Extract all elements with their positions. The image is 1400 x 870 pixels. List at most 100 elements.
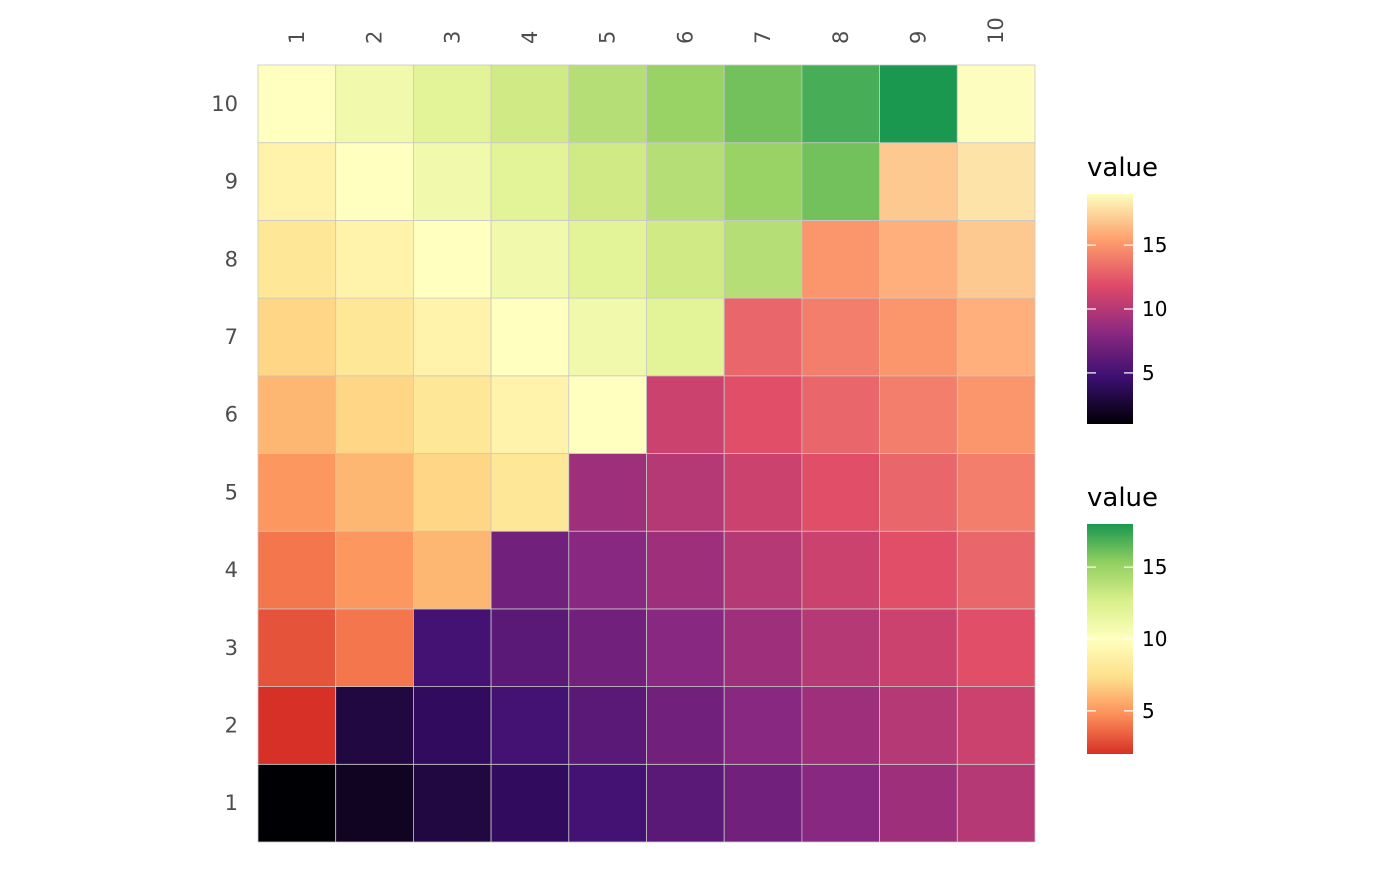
heatmap-cell-x2-y7 xyxy=(335,297,414,377)
legend-label-5: 5 xyxy=(1142,699,1155,723)
heatmap-cell-x4-y4 xyxy=(490,530,570,610)
heatmap-cell-x9-y4 xyxy=(879,530,958,610)
heatmap-cell-x8-y4 xyxy=(801,530,881,610)
heatmap-cell-x6-y8 xyxy=(646,219,725,299)
heatmap-cell-x6-y1 xyxy=(646,763,725,843)
heatmap-cell-x6-y9 xyxy=(646,142,725,221)
heatmap-cell-x1-y2 xyxy=(257,686,337,765)
heatmap-cell-x7-y5 xyxy=(723,453,803,532)
x-tick-label-3: 3 xyxy=(440,31,464,44)
x-tick-label-5: 5 xyxy=(596,31,620,44)
y-tick-label-8: 8 xyxy=(225,247,238,271)
heatmap-cell-x8-y6 xyxy=(801,375,881,454)
heatmap-cell-x1-y3 xyxy=(257,608,337,688)
y-tick-label-10: 10 xyxy=(211,92,238,116)
heatmap-cell-x9-y6 xyxy=(879,375,958,454)
y-tick-label-3: 3 xyxy=(225,636,238,660)
heatmap-cell-x9-y2 xyxy=(879,686,958,765)
y-tick-label-5: 5 xyxy=(225,480,238,504)
heatmap-cell-x5-y3 xyxy=(568,608,647,688)
heatmap-cell-x1-y6 xyxy=(257,375,337,454)
heatmap-cell-x1-y5 xyxy=(257,453,337,532)
x-tick-label-1: 1 xyxy=(285,31,309,44)
heatmap-cell-x2-y8 xyxy=(335,219,414,299)
heatmap-cell-x9-y3 xyxy=(879,608,958,688)
heatmap-cell-x3-y6 xyxy=(412,375,492,454)
heatmap-cell-x7-y9 xyxy=(723,142,803,221)
heatmap-cell-x10-y6 xyxy=(956,375,1036,454)
heatmap-cell-x7-y6 xyxy=(723,375,803,454)
heatmap-cell-x5-y5 xyxy=(568,453,647,532)
heatmap-cell-x9-y8 xyxy=(879,219,958,299)
heatmap-cell-x5-y10 xyxy=(568,64,647,144)
heatmap-cell-x1-y7 xyxy=(257,297,337,377)
heatmap-cell-x2-y5 xyxy=(335,453,414,532)
heatmap-cell-x1-y9 xyxy=(257,142,337,221)
heatmap-cell-x4-y9 xyxy=(490,142,570,221)
x-tick-label-9: 9 xyxy=(906,31,930,44)
heatmap-cell-x10-y5 xyxy=(956,453,1036,532)
heatmap-cell-x2-y2 xyxy=(335,686,414,765)
heatmap-cell-x4-y5 xyxy=(490,453,570,532)
legend-label-10: 10 xyxy=(1142,297,1167,321)
x-tick-label-7: 7 xyxy=(751,31,775,44)
heatmap-cell-x4-y2 xyxy=(490,686,570,765)
heatmap-cell-x5-y2 xyxy=(568,686,647,765)
y-tick-label-7: 7 xyxy=(225,325,238,349)
heatmap-cell-x1-y8 xyxy=(257,219,337,299)
x-tick-label-2: 2 xyxy=(363,31,387,44)
heatmap-cell-x8-y1 xyxy=(801,763,881,843)
heatmap-cell-x10-y9 xyxy=(956,142,1036,221)
heatmap-cell-x4-y10 xyxy=(490,64,570,144)
y-axis-ticks: 1 2 3 4 5 6 7 8 9 10 xyxy=(211,92,238,815)
y-tick-label-6: 6 xyxy=(225,403,238,427)
heatmap-cell-x3-y5 xyxy=(412,453,492,532)
heatmap-cell-x6-y5 xyxy=(646,453,725,532)
heatmap-cell-x8-y3 xyxy=(801,608,881,688)
heatmap-cell-x4-y7 xyxy=(490,297,570,377)
heatmap-cell-x10-y7 xyxy=(956,297,1036,377)
heatmap-cell-x6-y7 xyxy=(646,297,725,377)
heatmap-cell-x3-y9 xyxy=(412,142,492,221)
legend-label-10: 10 xyxy=(1142,627,1167,651)
heatmap-cell-x6-y4 xyxy=(646,530,725,610)
heatmap-cell-x5-y1 xyxy=(568,763,647,843)
heatmap-cell-x5-y7 xyxy=(568,297,647,377)
legend-RdYlGn: value 5 10 15 xyxy=(1087,483,1167,754)
heatmap-cell-x5-y9 xyxy=(568,142,647,221)
heatmap-cell-x10-y1 xyxy=(956,763,1036,843)
heatmap-cell-x7-y4 xyxy=(723,530,803,610)
heatmap-cell-x5-y4 xyxy=(568,530,647,610)
heatmap-cell-x4-y1 xyxy=(490,763,570,843)
legend-title: value xyxy=(1087,483,1158,513)
y-tick-label-9: 9 xyxy=(225,170,238,194)
heatmap-cell-x8-y7 xyxy=(801,297,881,377)
heatmap-cell-x7-y1 xyxy=(723,763,803,843)
heatmap-cell-x8-y9 xyxy=(801,142,881,221)
heatmap-cell-x9-y5 xyxy=(879,453,958,532)
legend-magma: value 5 10 15 xyxy=(1087,153,1167,424)
x-tick-label-6: 6 xyxy=(673,31,697,44)
legends: value 5 10 15 value 5 10 15 xyxy=(1087,153,1167,754)
heatmap-cell-x1-y1 xyxy=(257,763,337,843)
heatmap-cell-x9-y7 xyxy=(879,297,958,377)
legend-label-15: 15 xyxy=(1142,233,1167,257)
heatmap-cell-x2-y4 xyxy=(335,530,414,610)
legend-label-15: 15 xyxy=(1142,555,1167,579)
heatmap-cell-x9-y10 xyxy=(879,64,958,144)
heatmap-cell-x6-y2 xyxy=(646,686,725,765)
legend-label-5: 5 xyxy=(1142,361,1155,385)
heatmap-cell-x10-y4 xyxy=(956,530,1036,610)
heatmap-cell-x2-y10 xyxy=(335,64,414,144)
heatmap-cell-x7-y8 xyxy=(723,219,803,299)
heatmap-cell-x10-y10 xyxy=(956,64,1036,144)
heatmap-cell-x8-y5 xyxy=(801,453,881,532)
heatmap-cell-x7-y7 xyxy=(723,297,803,377)
y-tick-label-4: 4 xyxy=(225,558,238,582)
heatmap-cell-x7-y3 xyxy=(723,608,803,688)
x-axis-ticks: 1 2 3 4 5 6 7 8 9 10 xyxy=(285,17,1008,44)
heatmap-cells xyxy=(257,64,1036,843)
heatmap-cell-x3-y1 xyxy=(412,763,492,843)
x-tick-label-4: 4 xyxy=(518,31,542,44)
x-tick-label-8: 8 xyxy=(829,31,853,44)
